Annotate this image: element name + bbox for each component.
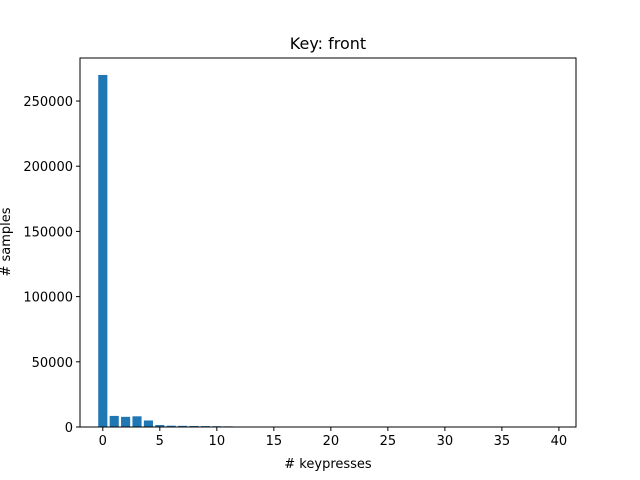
x-tick-label: 5 bbox=[156, 434, 164, 449]
bar bbox=[189, 425, 199, 427]
bar bbox=[109, 415, 119, 427]
y-axis-label: # samples bbox=[0, 207, 14, 276]
x-tick-label: 25 bbox=[380, 434, 397, 449]
bars-group bbox=[98, 74, 233, 427]
y-tick-label: 0 bbox=[65, 421, 73, 436]
x-tick-label: 35 bbox=[494, 434, 511, 449]
x-axis-ticks: 0 5 10 15 20 25 30 35 40 bbox=[99, 427, 568, 449]
y-tick-label: 250000 bbox=[23, 95, 73, 110]
chart-title: Key: front bbox=[290, 34, 366, 53]
plot-frame bbox=[79, 57, 577, 428]
bar bbox=[121, 416, 131, 427]
x-tick-label: 10 bbox=[209, 434, 226, 449]
x-tick-label: 20 bbox=[323, 434, 340, 449]
x-tick-label: 40 bbox=[551, 434, 568, 449]
y-axis-ticks: 0 50000 100000 150000 200000 250000 bbox=[23, 95, 80, 436]
y-tick-label: 100000 bbox=[23, 291, 73, 306]
x-axis-label: # keypresses bbox=[284, 457, 372, 472]
bar bbox=[132, 416, 142, 427]
y-tick-label: 150000 bbox=[23, 225, 73, 240]
x-tick-label: 0 bbox=[99, 434, 107, 449]
x-tick-label: 15 bbox=[266, 434, 283, 449]
bar bbox=[178, 425, 188, 427]
bar bbox=[143, 420, 153, 427]
y-tick-label: 200000 bbox=[23, 160, 73, 175]
bar bbox=[98, 74, 108, 427]
bar bbox=[155, 425, 165, 427]
x-tick-label: 30 bbox=[437, 434, 454, 449]
bar bbox=[166, 425, 176, 427]
y-tick-label: 50000 bbox=[32, 356, 73, 371]
